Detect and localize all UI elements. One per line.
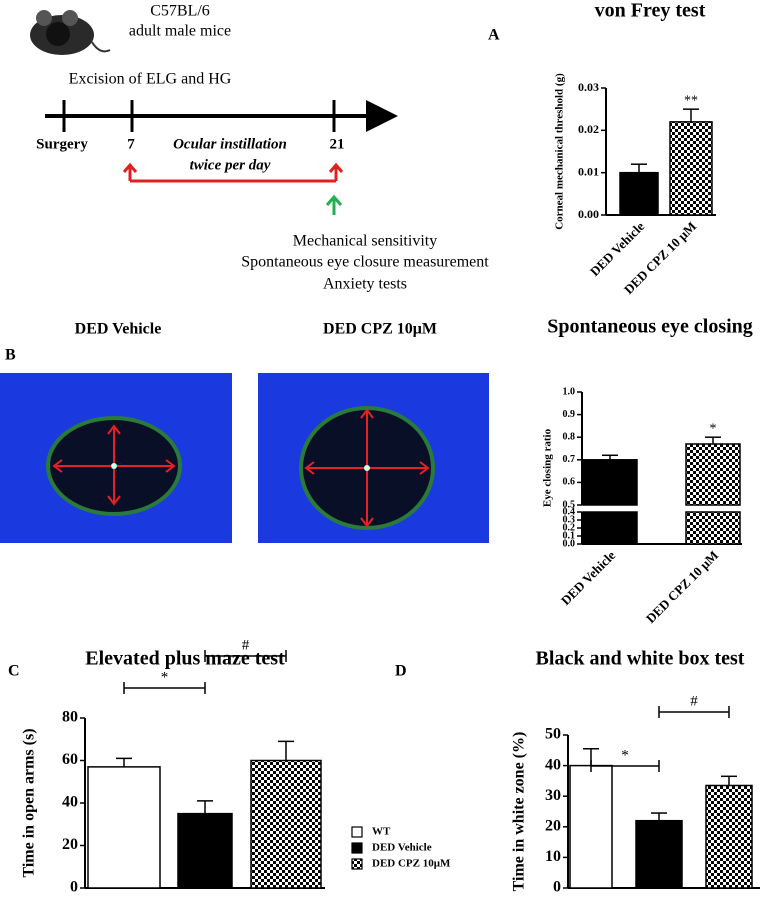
y-tick-label: 0.7 — [563, 454, 576, 465]
y-tick-label: 40 — [62, 794, 78, 811]
comparison-bracket — [658, 706, 730, 718]
treatment: twice per day — [190, 157, 271, 173]
y-tick-label: 0.02 — [578, 122, 599, 136]
procedure: Excision of ELG and HG — [69, 71, 232, 88]
eye-image — [258, 373, 489, 543]
mouse-icon — [30, 10, 111, 55]
legend-label: DED CPZ 10μM — [372, 858, 451, 870]
bar — [250, 759, 322, 889]
legend-label: WT — [372, 826, 391, 838]
y-tick-label: 0.0 — [563, 538, 576, 549]
chart-title: Elevated plus maze test — [85, 648, 285, 670]
bar — [582, 459, 638, 506]
y-tick-label: 20 — [62, 836, 78, 853]
y-tick-label: 0.01 — [578, 164, 599, 178]
y-tick-label: 0.3 — [563, 514, 576, 525]
comparison-bracket — [204, 650, 287, 662]
panel-label: A — [488, 27, 500, 44]
y-tick-label: 0.03 — [578, 80, 599, 94]
comparison-label: * — [161, 669, 169, 685]
y-axis-label: Time in open arms (s) — [21, 728, 38, 877]
y-tick-label: 50 — [545, 726, 561, 743]
y-tick-label: 60 — [62, 751, 78, 768]
y-axis-label: Time in white zone (%) — [511, 732, 528, 892]
bar — [87, 766, 161, 889]
y-tick-label: 20 — [545, 817, 561, 834]
y-tick-label: 0.9 — [563, 409, 576, 420]
bar — [569, 764, 613, 889]
subject: adult male mice — [129, 23, 231, 40]
significance-label: ** — [684, 93, 698, 108]
y-tick-label: 0.00 — [578, 207, 599, 221]
legend-swatch — [351, 858, 363, 870]
test: Spontaneous eye closure measurement — [241, 254, 489, 271]
treatment-bracket — [122, 162, 344, 183]
x-tick-label: DED Vehicle — [558, 547, 619, 608]
test: Mechanical sensitivity — [293, 233, 437, 250]
day-label: 7 — [127, 136, 135, 152]
y-axis-label: Corneal mechanical threshold (g) — [554, 73, 566, 230]
panel-label: C — [8, 663, 20, 680]
y-tick-label: 0.2 — [563, 522, 576, 533]
test: Anxiety tests — [323, 276, 407, 293]
y-tick-label: 40 — [545, 756, 561, 773]
bar — [685, 443, 741, 506]
bar — [705, 784, 753, 889]
start-label: Surgery — [36, 136, 88, 152]
legend-label: DED Vehicle — [372, 842, 432, 854]
test-arrow — [325, 194, 343, 215]
image-label: DED Vehicle — [75, 321, 162, 338]
significance-label: * — [710, 421, 717, 436]
comparison-bracket — [590, 760, 660, 772]
y-tick-label: 0 — [70, 879, 78, 896]
panel-label: D — [395, 663, 407, 680]
treatment: Ocular instillation — [173, 136, 287, 152]
y-tick-label: 80 — [62, 709, 78, 726]
bar — [177, 812, 233, 889]
bar — [685, 511, 741, 545]
comparison-label: * — [621, 747, 629, 763]
bar — [582, 511, 638, 545]
y-tick-label: 0.8 — [563, 431, 576, 442]
chart-title: von Frey test — [595, 0, 706, 22]
bar — [669, 121, 713, 216]
y-tick-label: 0.4 — [563, 506, 576, 517]
day-label: 21 — [330, 136, 345, 152]
comparison-label: # — [690, 693, 698, 709]
legend-swatch — [351, 826, 363, 838]
comparison-bracket — [123, 682, 206, 694]
y-tick-label: 0.6 — [563, 477, 576, 488]
comparison-label: # — [242, 637, 250, 653]
eye-image — [0, 373, 232, 543]
chart-title: Spontaneous eye closing — [547, 316, 753, 338]
y-tick-label: 1.0 — [563, 386, 576, 397]
strain: C57BL/6 — [150, 3, 210, 20]
bar — [619, 171, 659, 216]
image-label: DED CPZ 10μM — [323, 321, 437, 338]
y-tick-label: 0.1 — [563, 530, 576, 541]
chart-title: Black and white box test — [536, 648, 745, 670]
y-tick-label: 0 — [553, 879, 561, 896]
y-tick-label: 0.5 — [563, 499, 576, 510]
y-tick-label: 10 — [545, 848, 561, 865]
x-tick-label: DED CPZ 10 μM — [643, 548, 721, 626]
y-axis-label: Eye closing ratio — [542, 428, 554, 507]
bar — [635, 819, 683, 889]
legend-swatch — [351, 842, 363, 854]
y-tick-label: 30 — [545, 787, 561, 804]
panel-label: B — [5, 347, 16, 364]
